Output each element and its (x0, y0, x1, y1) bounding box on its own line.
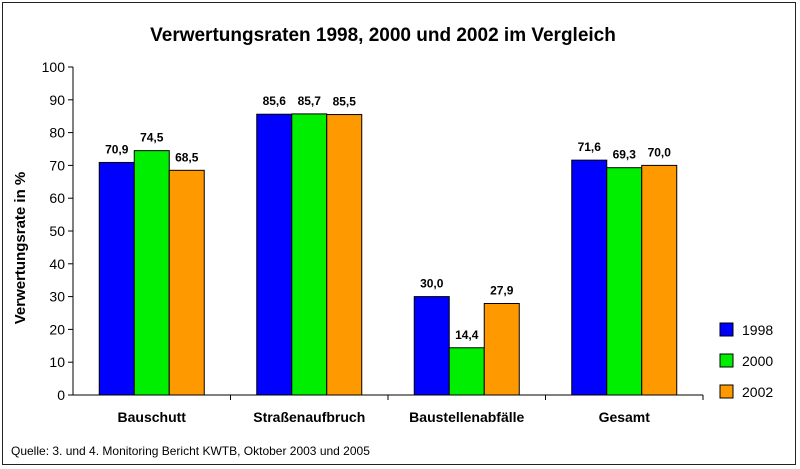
chart-title: Verwertungsraten 1998, 2000 und 2002 im … (150, 25, 616, 46)
chart-frame: Verwertungsraten 1998, 2000 und 2002 im … (2, 2, 796, 465)
legend-label: 2002 (742, 384, 773, 400)
bar-1998-2 (413, 296, 450, 396)
data-label: 27,9 (490, 283, 514, 297)
bar-2000-2 (448, 347, 485, 396)
y-tick-label: 90 (49, 92, 65, 108)
bar-2000-0 (133, 150, 170, 396)
data-label: 69,3 (613, 148, 637, 162)
legend-swatch-2002 (719, 384, 734, 399)
bar-2002-0 (168, 169, 205, 396)
data-label: 74,5 (140, 131, 164, 145)
y-tick-label: 40 (49, 256, 65, 272)
bar-1998-0 (98, 161, 135, 396)
bar-2000-1 (291, 113, 328, 396)
y-tick-label: 0 (57, 387, 65, 403)
bar-2002-3 (641, 164, 678, 396)
data-label: 85,5 (333, 95, 357, 109)
legend-label: 1998 (742, 322, 773, 338)
legend-label: 2000 (742, 353, 773, 369)
x-tick-label: Baustellenabfälle (409, 409, 524, 425)
data-label: 14,4 (455, 328, 479, 342)
y-axis-label: Verwertungsrate in % (12, 172, 29, 325)
y-tick-label: 50 (49, 223, 65, 239)
bar-chart: Verwertungsraten 1998, 2000 und 2002 im … (12, 25, 773, 425)
legend: 1998 2000 2002 (719, 322, 773, 400)
data-label: 85,6 (263, 94, 287, 108)
x-tick-label: Straßenaufbruch (253, 409, 365, 425)
legend-swatch-1998 (719, 322, 734, 337)
bar-1998-3 (571, 159, 608, 396)
data-label: 30,0 (420, 277, 444, 291)
bar-1998-1 (256, 113, 293, 396)
y-tick-label: 20 (49, 321, 65, 337)
plot-area: 0 10 20 30 40 50 60 70 80 90 100 Bauschutt 70,9 74,5 6… (42, 59, 704, 425)
bar-2000-3 (606, 167, 643, 396)
y-tick-label: 10 (49, 354, 65, 370)
source-note: Quelle: 3. und 4. Monitoring Bericht KWT… (11, 444, 370, 458)
bar-2002-1 (326, 114, 363, 396)
data-label: 68,5 (175, 150, 199, 164)
legend-swatch-2000 (719, 353, 734, 368)
bar-2002-2 (483, 302, 520, 396)
y-tick-label: 80 (49, 125, 65, 141)
x-tick-label: Gesamt (599, 409, 651, 425)
y-tick-label: 30 (49, 289, 65, 305)
data-label: 85,7 (298, 94, 322, 108)
data-label: 71,6 (578, 140, 602, 154)
y-tick-label: 60 (49, 190, 65, 206)
x-tick-label: Bauschutt (118, 409, 187, 425)
data-label: 70,0 (648, 145, 672, 159)
y-tick-label: 70 (49, 157, 65, 173)
data-label: 70,9 (105, 142, 129, 156)
y-tick-label: 100 (42, 59, 66, 75)
